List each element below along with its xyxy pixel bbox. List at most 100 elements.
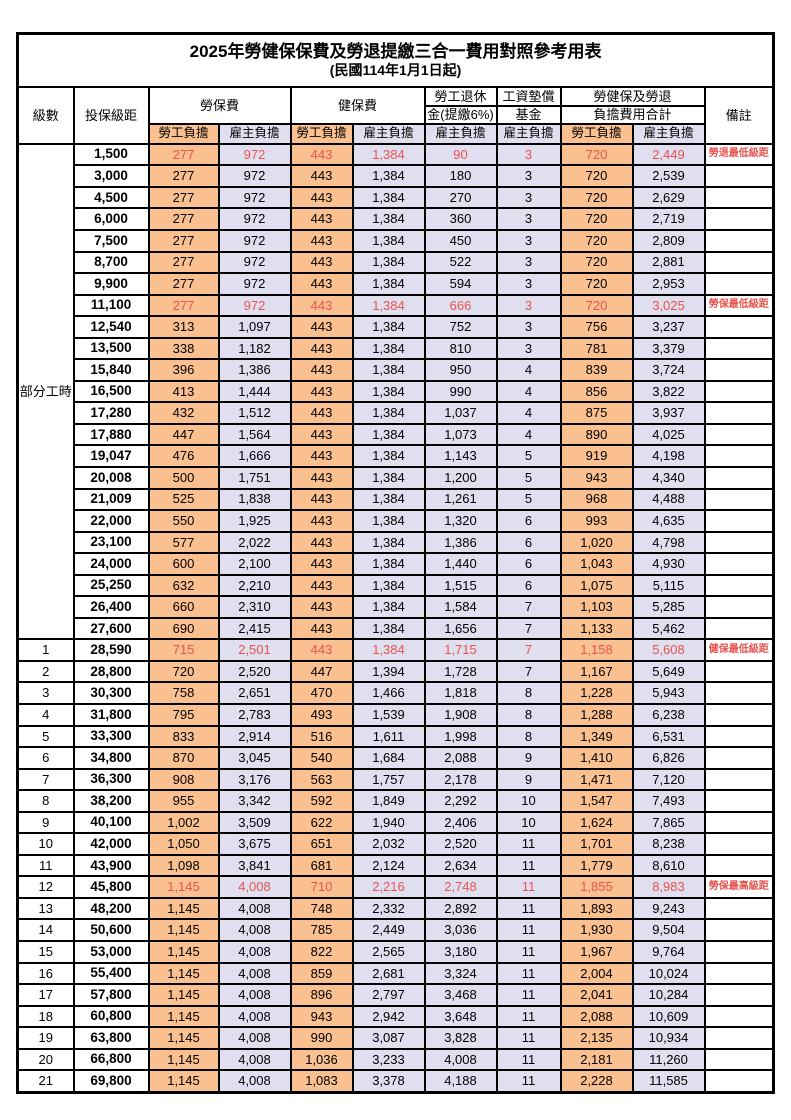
amount-cell: 2,406 [423, 810, 498, 835]
table-body: 2025年勞健保保費及勞退提繳三合一費用對照參考用表 (民國114年1月1日起)… [16, 32, 775, 1094]
amount-cell: 1,384 [351, 207, 426, 231]
amount-cell: 443 [289, 422, 354, 447]
amount-cell: 10,934 [631, 1026, 706, 1050]
amount-cell: 8,983 [631, 875, 706, 899]
insured-bracket-cell: 8,700 [72, 250, 150, 275]
amount-cell: 2,100 [217, 552, 292, 576]
header-pension-employer-share: 雇主負擔 [423, 123, 498, 145]
amount-cell: 443 [289, 336, 354, 361]
amount-cell: 3,342 [217, 789, 292, 813]
amount-cell: 1,145 [147, 896, 220, 921]
amount-cell: 1,145 [147, 918, 220, 942]
amount-cell: 11 [495, 1026, 562, 1050]
amount-cell: 1,512 [217, 401, 292, 425]
remark-cell [703, 185, 775, 210]
amount-cell: 8 [495, 703, 562, 727]
amount-cell: 972 [217, 228, 292, 253]
amount-cell: 720 [559, 228, 634, 253]
amount-cell: 1,384 [351, 185, 426, 210]
amount-cell: 6 [495, 552, 562, 576]
amount-cell: 7 [495, 659, 562, 684]
amount-cell: 2,032 [351, 832, 426, 856]
amount-cell: 10 [495, 810, 562, 835]
insured-bracket-cell: 48,200 [72, 896, 150, 921]
amount-cell: 3,509 [217, 810, 292, 835]
header-row-1: 級數 投保級距 勞保費 健保費 勞工退休 工資墊償 勞健保及勞退 備註 [16, 86, 775, 145]
amount-cell: 972 [217, 293, 292, 318]
amount-cell: 443 [289, 315, 354, 339]
remark-cell [703, 616, 775, 641]
amount-cell: 6 [495, 509, 562, 533]
amount-cell: 3 [495, 250, 562, 275]
insured-bracket-cell: 21,009 [72, 487, 150, 512]
amount-cell: 4,008 [217, 875, 292, 899]
amount-cell: 2,651 [217, 681, 292, 705]
amount-cell: 3,324 [423, 961, 498, 986]
table-row: 15,840 396 1,386 443 1,384 950 4 839 3,724 [18, 358, 775, 382]
amount-cell: 2,719 [631, 207, 706, 231]
amount-cell: 1,075 [559, 573, 634, 598]
table-row: 22,000 550 1,925 443 1,384 1,320 6 993 4,635 [18, 509, 775, 533]
remark-cell [703, 810, 775, 835]
amount-cell: 11,260 [631, 1047, 706, 1072]
amount-cell: 563 [289, 767, 354, 792]
amount-cell: 360 [423, 207, 498, 231]
amount-cell: 1,818 [423, 681, 498, 705]
amount-cell: 856 [559, 379, 634, 404]
insured-bracket-cell: 7,500 [72, 228, 150, 253]
header-health-employee-share: 勞工負擔 [289, 123, 354, 145]
amount-cell: 3 [495, 315, 562, 339]
amount-cell: 5,608 [631, 638, 706, 662]
remark-cell [703, 228, 775, 253]
amount-cell: 2,041 [559, 983, 634, 1007]
amount-cell: 3 [495, 164, 562, 188]
amount-cell: 710 [289, 875, 354, 899]
amount-cell: 2,228 [559, 1069, 634, 1094]
amount-cell: 720 [559, 164, 634, 188]
header-pension-line1: 勞工退休 [423, 86, 498, 107]
page-title: 2025年勞健保保費及勞退提繳三合一費用對照參考用表 [189, 42, 602, 62]
amount-cell: 277 [147, 272, 220, 296]
remark-cell [703, 207, 775, 231]
amount-cell: 4 [495, 422, 562, 447]
amount-cell: 3 [495, 207, 562, 231]
amount-cell: 11 [495, 961, 562, 986]
amount-cell: 1,320 [423, 509, 498, 533]
amount-cell: 1,757 [351, 767, 426, 792]
amount-cell: 1,043 [559, 552, 634, 576]
remark-cell [703, 1047, 775, 1072]
amount-cell: 1,384 [351, 552, 426, 576]
amount-cell: 9,504 [631, 918, 706, 942]
amount-cell: 277 [147, 293, 220, 318]
amount-cell: 1,200 [423, 466, 498, 490]
amount-cell: 839 [559, 358, 634, 382]
amount-cell: 1,684 [351, 746, 426, 770]
amount-cell: 443 [289, 358, 354, 382]
table-row: 14 50,600 1,145 4,008 785 2,449 3,036 11 1,930 9,… [16, 918, 775, 942]
amount-cell: 443 [289, 573, 354, 598]
amount-cell: 313 [147, 315, 220, 339]
amount-cell: 450 [423, 228, 498, 253]
amount-cell: 3,822 [631, 379, 706, 404]
remark-cell [703, 918, 775, 942]
remark-cell [703, 1004, 775, 1029]
insured-bracket-cell: 13,500 [72, 336, 150, 361]
amount-cell: 11 [495, 983, 562, 1007]
amount-cell: 7,120 [631, 767, 706, 792]
amount-cell: 396 [147, 358, 220, 382]
amount-cell: 443 [289, 293, 354, 318]
amount-cell: 2,809 [631, 228, 706, 253]
amount-cell: 10,284 [631, 983, 706, 1007]
header-row-2: 金(提繳6%) 基金 負擔費用合計 [18, 104, 774, 126]
amount-cell: 1,930 [559, 918, 634, 942]
amount-cell: 2,124 [351, 853, 426, 878]
amount-cell: 3 [495, 336, 562, 361]
insured-bracket-cell: 31,800 [72, 703, 150, 727]
header-labor-employee-share: 勞工負擔 [147, 123, 220, 145]
amount-cell: 1,228 [559, 681, 634, 705]
table-row: 4 31,800 795 2,783 493 1,539 1,908 8 1,288 6,238 [16, 703, 775, 727]
amount-cell: 1,384 [351, 530, 426, 555]
amount-cell: 5,943 [631, 681, 706, 705]
amount-cell: 4,488 [631, 487, 706, 512]
amount-cell: 4,008 [217, 940, 292, 964]
